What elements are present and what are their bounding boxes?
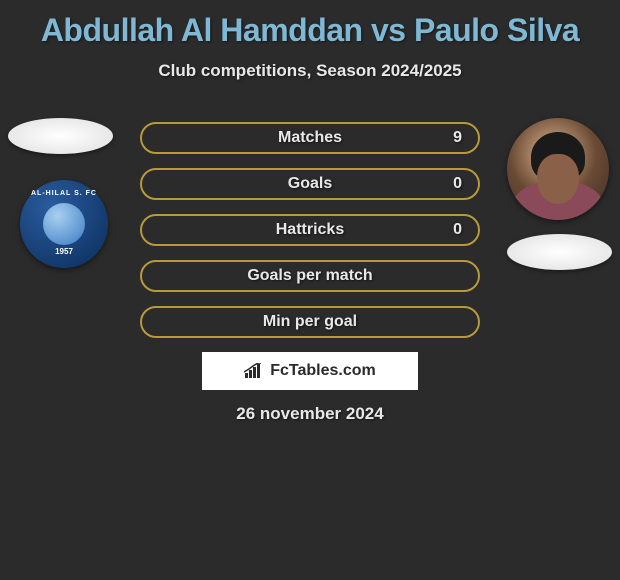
left-top-disc — [8, 118, 113, 154]
player2-avatar — [507, 118, 609, 220]
right-column — [507, 118, 612, 270]
stat-label: Goals — [288, 175, 332, 193]
player1-name: Abdullah Al Hamddan — [41, 12, 363, 48]
comparison-title: Abdullah Al Hamddan vs Paulo Silva — [0, 0, 620, 49]
club-badge: AL-HILAL S. FC 1957 — [20, 180, 108, 268]
left-column: AL-HILAL S. FC 1957 — [8, 118, 113, 268]
stats-area: Matches 9 Goals 0 Hattricks 0 Goals per … — [140, 122, 480, 424]
bar-chart-icon — [244, 363, 264, 379]
stat-value: 9 — [453, 129, 462, 147]
stat-row-hattricks: Hattricks 0 — [140, 214, 480, 246]
stat-row-goals: Goals 0 — [140, 168, 480, 200]
stat-row-goals-per-match: Goals per match — [140, 260, 480, 292]
stat-label: Min per goal — [263, 313, 357, 331]
date-text: 26 november 2024 — [140, 404, 480, 424]
club-badge-year: 1957 — [20, 247, 108, 256]
club-badge-name: AL-HILAL S. FC — [20, 190, 108, 197]
subtitle: Club competitions, Season 2024/2025 — [0, 61, 620, 81]
stat-label: Matches — [278, 129, 342, 147]
brand-badge: FcTables.com — [202, 352, 418, 390]
player2-name: Paulo Silva — [414, 12, 579, 48]
right-bottom-disc — [507, 234, 612, 270]
stat-value: 0 — [453, 175, 462, 193]
brand-name: FcTables.com — [270, 362, 376, 380]
stat-row-matches: Matches 9 — [140, 122, 480, 154]
club-badge-ball-icon — [43, 203, 85, 245]
stat-label: Hattricks — [276, 221, 344, 239]
stat-value: 0 — [453, 221, 462, 239]
stat-label: Goals per match — [247, 267, 372, 285]
vs-text: vs — [371, 12, 406, 48]
stat-row-min-per-goal: Min per goal — [140, 306, 480, 338]
player2-face — [537, 154, 579, 204]
